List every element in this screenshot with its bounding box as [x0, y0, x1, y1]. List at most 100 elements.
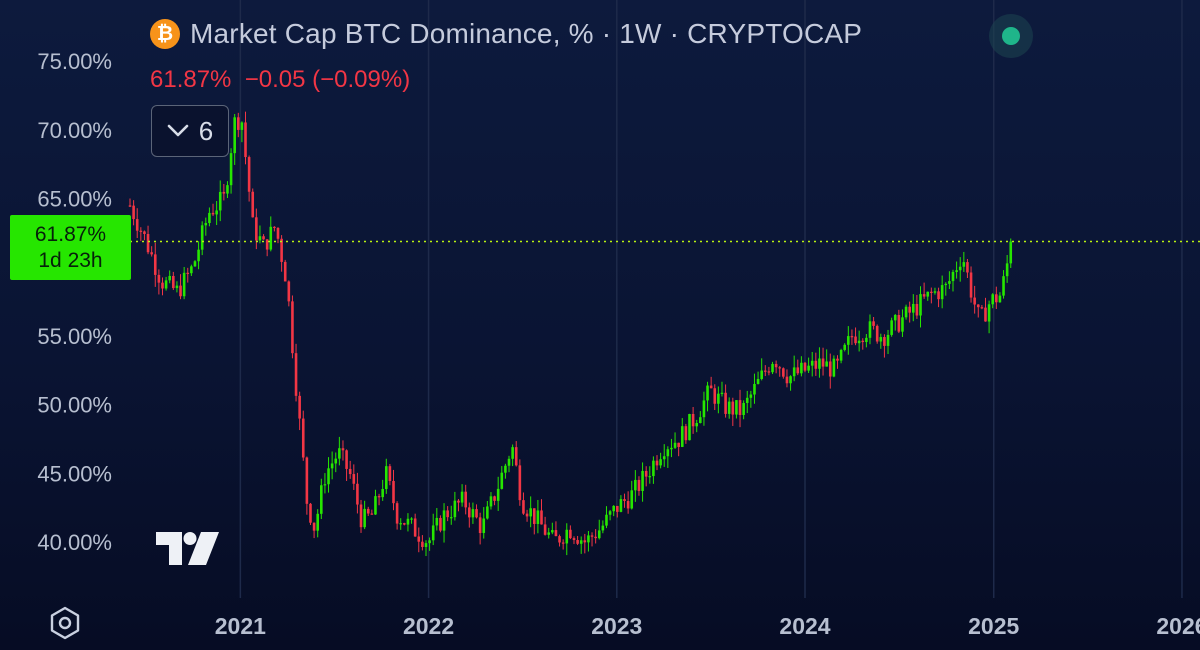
- candle-up: [363, 508, 366, 528]
- candle-up: [168, 275, 172, 281]
- candle-down: [626, 501, 630, 509]
- candle-up: [197, 249, 200, 262]
- candle-up: [944, 283, 948, 286]
- candle-down: [821, 358, 825, 367]
- candle-up: [482, 518, 486, 534]
- candle-down: [312, 522, 316, 531]
- candle-down: [872, 321, 875, 326]
- symbol-title[interactable]: Market Cap BTC Dominance, % · 1W · CRYPT…: [190, 18, 863, 49]
- candle-down: [247, 157, 251, 192]
- candle-down: [583, 540, 587, 543]
- settings-hexagon-icon[interactable]: [48, 606, 82, 640]
- y-tick-label: 75.00%: [37, 49, 112, 74]
- live-status-indicator[interactable]: [989, 14, 1033, 58]
- candle-up: [500, 472, 504, 489]
- candle-up: [933, 291, 937, 293]
- candle-down: [522, 500, 525, 514]
- candle-up: [565, 529, 569, 544]
- candle-down: [767, 371, 771, 373]
- candle-down: [796, 367, 800, 374]
- candle-up: [742, 402, 745, 415]
- candle-down: [850, 336, 854, 338]
- candle-up: [760, 370, 763, 379]
- candle-down: [236, 117, 240, 130]
- candle-up: [529, 508, 532, 517]
- candle-down: [493, 496, 496, 501]
- x-tick-label: 2022: [403, 613, 454, 639]
- candle-up: [958, 266, 962, 271]
- candle-up: [608, 511, 612, 515]
- candle-down: [413, 518, 417, 537]
- candle-up: [940, 285, 944, 300]
- candle-down: [153, 254, 157, 275]
- candle-up: [825, 361, 828, 367]
- candle-down: [691, 414, 695, 427]
- candle-up: [605, 514, 608, 526]
- candle-up: [233, 117, 236, 154]
- candle-up: [659, 459, 662, 466]
- candle-down: [446, 510, 449, 518]
- candle-down: [143, 231, 146, 235]
- candle-up: [428, 540, 431, 544]
- candle-down: [244, 122, 247, 158]
- indicators-toggle-button[interactable]: 6: [151, 105, 229, 157]
- candle-up: [406, 518, 410, 525]
- candle-down: [897, 314, 901, 332]
- candle-down: [532, 508, 536, 524]
- candle-down: [298, 395, 301, 419]
- candle-up: [218, 191, 222, 211]
- indicators-count: 6: [198, 115, 214, 146]
- candle-down: [774, 363, 778, 368]
- candle-down: [341, 448, 345, 451]
- candle-up: [442, 510, 446, 531]
- candle-up: [449, 517, 453, 519]
- candle-up: [749, 394, 753, 398]
- candle-down: [309, 503, 312, 523]
- candle-up: [904, 306, 908, 318]
- candle-up: [926, 291, 930, 297]
- candle-up: [460, 491, 464, 503]
- candle-up: [771, 363, 774, 373]
- candle-down: [377, 496, 381, 498]
- candle-down: [172, 275, 175, 289]
- candle-up: [951, 271, 955, 282]
- candle-down: [590, 535, 594, 537]
- candle-down: [287, 281, 291, 302]
- candle-down: [262, 236, 265, 240]
- candle-up: [424, 543, 428, 547]
- candle-up: [634, 479, 637, 491]
- candle-up: [612, 505, 615, 512]
- candle-up: [847, 336, 850, 345]
- candle-up: [489, 496, 493, 507]
- candle-up: [316, 513, 320, 531]
- candle-up: [792, 367, 796, 377]
- x-tick-label: 2023: [591, 613, 642, 639]
- candle-up: [399, 523, 403, 525]
- candle-up: [727, 401, 731, 414]
- candle-down: [908, 306, 911, 313]
- candle-up: [164, 280, 168, 289]
- candle-down: [763, 370, 767, 372]
- candle-down: [713, 388, 717, 404]
- candle-up: [800, 362, 803, 374]
- candle-down: [388, 466, 392, 481]
- candle-down: [540, 510, 543, 525]
- candle-down: [265, 239, 269, 250]
- candle-up: [807, 365, 810, 371]
- candle-down: [655, 460, 659, 466]
- candle-up: [410, 518, 413, 520]
- candle-down: [518, 465, 522, 501]
- candle-up: [338, 448, 341, 459]
- candle-up: [320, 485, 323, 514]
- candle-down: [135, 219, 139, 231]
- candle-up: [240, 122, 244, 130]
- candle-up: [843, 344, 847, 350]
- candle-down: [543, 524, 547, 535]
- candle-up: [789, 376, 792, 384]
- y-tick-label: 65.00%: [37, 187, 112, 212]
- candle-up: [190, 266, 193, 274]
- candle-down: [128, 205, 132, 207]
- candle-down: [623, 499, 626, 502]
- candle-down: [356, 483, 359, 505]
